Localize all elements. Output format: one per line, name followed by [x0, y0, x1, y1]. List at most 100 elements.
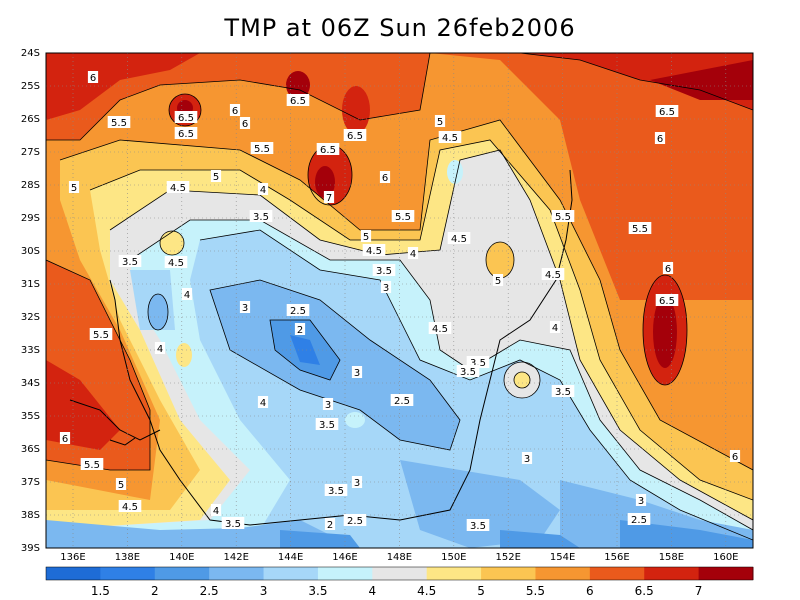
contour-label: 5.5	[111, 118, 127, 129]
contour-label: 2.5	[394, 396, 410, 407]
colorbar-swatch	[644, 567, 700, 580]
contour-label: 5.5	[555, 212, 571, 223]
contour-label-bg	[627, 513, 651, 525]
contour-label-bg	[655, 105, 679, 117]
contour-label-bg	[351, 476, 363, 488]
contour-label-bg	[438, 131, 462, 143]
contour-label-bg	[434, 115, 446, 127]
contour-label: 2.5	[290, 306, 306, 317]
contour-label: 5	[71, 183, 77, 194]
contour-label-bg	[166, 181, 190, 193]
contour-label-bg	[239, 117, 251, 129]
colorbar: 1.5 2 2.5 3 3.5 4 4.5 5 5.5 6 6.5 7	[45, 566, 754, 598]
contour-label: 4	[260, 398, 266, 409]
contour-label-bg	[343, 129, 367, 141]
contour-label: 5	[213, 172, 219, 183]
contour-label: 2.5	[631, 515, 647, 526]
contour-label: 3.5	[253, 212, 269, 223]
colorbar-swatch	[209, 567, 265, 580]
contour-label-bg	[286, 94, 310, 106]
contour-label: 6.5	[347, 131, 363, 142]
lat-label: 36S	[21, 444, 40, 455]
contour-label: 3.5	[470, 358, 486, 369]
colorbar-label: 7	[695, 584, 703, 598]
contour-label: 4.5	[545, 270, 561, 281]
contour-label-bg	[662, 262, 674, 274]
contour-label: 4.5	[170, 183, 186, 194]
contour-label-bg	[456, 365, 480, 377]
contour-label: 3	[242, 303, 248, 314]
colorbar-swatch	[426, 567, 482, 580]
lat-label: 39S	[21, 543, 40, 554]
lat-label: 38S	[21, 510, 40, 521]
contour-label-bg	[323, 191, 335, 203]
contour-label: 6	[732, 452, 738, 463]
contour-label-bg	[541, 268, 565, 280]
lon-label: 148E	[387, 552, 412, 563]
contour-label: 6	[382, 173, 388, 184]
colorbar-swatch	[317, 567, 373, 580]
contour-label: 6	[242, 119, 248, 130]
contour-label-bg	[286, 304, 310, 316]
contour-label-bg	[174, 127, 198, 139]
contour-label: 6	[657, 134, 663, 145]
contour-label: 4	[552, 323, 558, 334]
colorbar-label: 5.5	[526, 584, 545, 598]
colorbar-swatch	[154, 567, 210, 580]
contour-label-bg	[655, 294, 679, 306]
colorbar-label: 4.5	[417, 584, 436, 598]
contour-label: 3.5	[122, 257, 138, 268]
contour-label-bg	[174, 111, 198, 123]
contour-label-bg	[154, 342, 166, 354]
contour-lines	[46, 53, 753, 541]
colorbar-swatch	[263, 567, 319, 580]
lon-label: 156E	[604, 552, 629, 563]
contour-label: 2	[327, 520, 333, 531]
lat-label: 27S	[21, 147, 40, 158]
contour-label-bg	[239, 301, 251, 313]
contour-label-bg	[181, 288, 193, 300]
contour-label-bg	[249, 210, 273, 222]
contour-label-bg	[107, 116, 131, 128]
lat-label: 32S	[21, 312, 40, 323]
contour-label: 6	[665, 264, 671, 275]
contour-label-bg	[80, 458, 104, 470]
lat-label: 28S	[21, 180, 40, 191]
lon-label: 146E	[332, 552, 357, 563]
contour-label: 3.5	[376, 266, 392, 277]
lat-label: 37S	[21, 477, 40, 488]
contour-label: 3	[383, 283, 389, 294]
contour-label-bg	[428, 322, 452, 334]
contour-label-bg	[250, 142, 274, 154]
contour-label: 6.5	[659, 107, 675, 118]
lat-label: 30S	[21, 246, 40, 257]
colorbar-label: 3	[260, 584, 268, 598]
contour-label: 2.5	[347, 516, 363, 527]
lat-label: 31S	[21, 279, 40, 290]
lon-label: 140E	[169, 552, 194, 563]
contour-label: 4.5	[442, 133, 458, 144]
contour-label-bg	[68, 181, 80, 193]
lat-label: 25S	[21, 81, 40, 92]
colorbar-label: 6	[586, 584, 594, 598]
contour-label-bg	[549, 321, 561, 333]
contour-label: 3.5	[555, 387, 571, 398]
colorbar-swatch	[481, 567, 536, 580]
contour-label: 4.5	[432, 324, 448, 335]
lat-label: 33S	[21, 345, 40, 356]
contour-label-bg	[628, 222, 652, 234]
contour-label: 5	[363, 232, 369, 243]
contour-label: 3.5	[328, 486, 344, 497]
colorbar-swatch	[535, 567, 591, 580]
contour-label-bg	[221, 517, 245, 529]
lat-label: 35S	[21, 411, 40, 422]
colorbar-swatch	[372, 567, 428, 580]
contour-label: 6.5	[320, 145, 336, 156]
contour-label-bg	[229, 104, 241, 116]
contour-label-bg	[551, 385, 575, 397]
contour-label-bg	[343, 514, 367, 526]
contour-label-bg	[316, 143, 340, 155]
colorbar-label: 2.5	[200, 584, 219, 598]
grid-lines	[46, 52, 753, 549]
